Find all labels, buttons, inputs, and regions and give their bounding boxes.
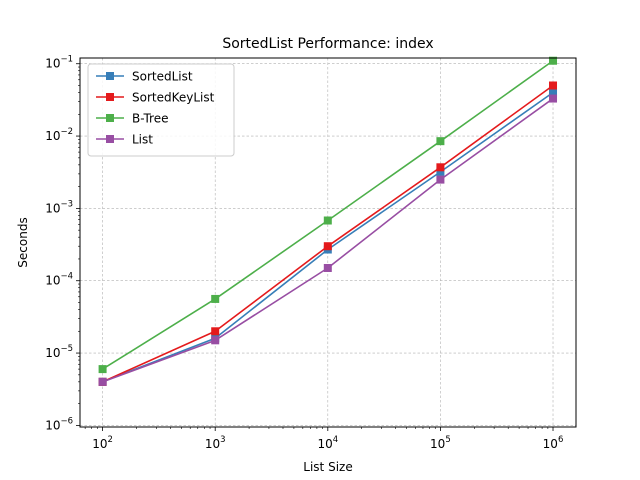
data-point [323, 263, 332, 272]
y-tick-label: 10−6 [45, 416, 73, 432]
data-point [211, 327, 220, 336]
x-tick-label: 104 [317, 435, 338, 451]
data-point [436, 175, 445, 184]
data-point [211, 336, 220, 345]
axis-ticks: 102 103 104 105 106 10−6 10−5 10−4 10−3 10−2 10−1 [45, 55, 563, 451]
legend-item: List [96, 133, 153, 147]
y-axis-title: Seconds [16, 217, 30, 267]
legend-item: SortedList [96, 70, 193, 84]
x-tick-label: 103 [205, 435, 226, 451]
y-tick-label: 10−1 [45, 55, 73, 71]
series-layer [98, 56, 558, 386]
legend-label: B-Tree [132, 112, 168, 126]
series-list [98, 94, 558, 386]
legend-swatch-marker [106, 93, 114, 101]
data-point [436, 137, 445, 146]
data-point [211, 294, 220, 303]
data-point [436, 163, 445, 172]
data-point [549, 56, 558, 65]
y-tick-label: 10−3 [45, 199, 73, 215]
y-tick-label: 10−2 [45, 127, 73, 143]
data-point [436, 167, 445, 176]
x-tick-label: 102 [92, 435, 113, 451]
legend-swatch-marker [106, 114, 114, 122]
legend-item: SortedKeyList [96, 91, 215, 105]
y-tick-label: 10−4 [45, 272, 73, 288]
legend-item: B-Tree [96, 112, 168, 126]
legend-box [87, 63, 235, 157]
data-point [323, 242, 332, 251]
y-tick-label: 10−5 [45, 344, 73, 360]
legend-label: SortedList [132, 70, 193, 84]
data-point [549, 81, 558, 90]
legend-swatch-marker [106, 135, 114, 143]
data-point [98, 365, 107, 374]
legend-label: List [132, 133, 153, 147]
x-tick-label: 106 [543, 435, 564, 451]
legend: SortedList SortedKeyList B-Tree List [87, 63, 235, 157]
legend-label: SortedKeyList [132, 91, 215, 105]
legend-swatch-marker [106, 72, 114, 80]
data-point [549, 88, 558, 97]
chart-title: SortedList Performance: index [222, 36, 433, 52]
data-point [98, 377, 107, 386]
x-tick-label: 105 [430, 435, 451, 451]
series-b-tree [98, 56, 558, 374]
data-point [549, 94, 558, 103]
data-point [323, 216, 332, 225]
x-axis-title: List Size [303, 460, 352, 474]
